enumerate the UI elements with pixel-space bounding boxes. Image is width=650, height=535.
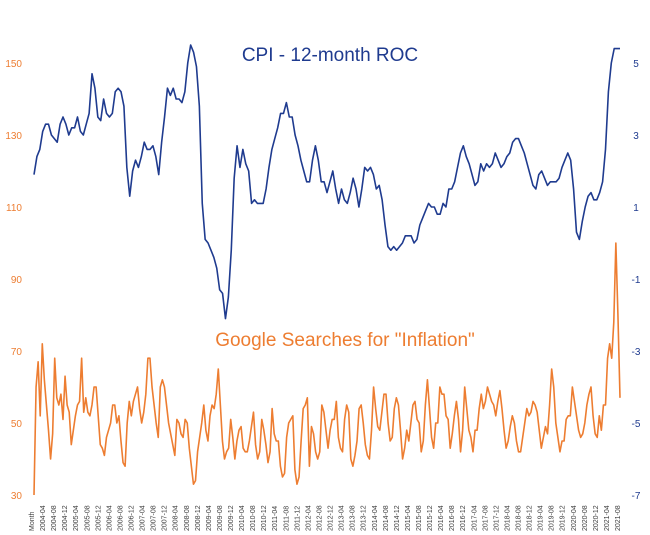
right-axis: 5 3 1 -1 -3 -5 -7 [632,59,641,502]
left-tick-label: 50 [11,419,23,430]
x-tick-label: 2018-08 [515,505,522,531]
x-tick-label: 2006-04 [106,505,113,531]
x-tick-label: 2016-08 [449,505,456,531]
x-tick-label: 2009-12 [228,505,235,531]
x-tick-label: 2012-04 [305,505,312,531]
x-tick-label: 2013-08 [350,505,357,531]
left-tick-label: 70 [11,347,23,358]
x-tick-label: 2005-08 [84,505,91,531]
x-tick-label: 2018-04 [504,505,511,531]
x-tick-label: 2004-12 [62,505,69,531]
x-tick-label: 2014-08 [383,505,390,531]
cpi-annotation: CPI - 12-month ROC [242,45,418,66]
searches-series-line [33,242,621,496]
x-tick-label: 2007-04 [140,505,147,531]
x-tick-label: 2009-08 [217,505,224,531]
x-tick-label: 2014-04 [372,505,379,531]
x-tick-label: 2016-04 [438,505,445,531]
x-tick-label: 2011-08 [283,506,290,531]
left-tick-label: 150 [5,59,22,70]
x-tick-label: 2004-08 [51,505,58,531]
x-axis: Month 2004-04 2004-08 2004-12 2005-04 2005-08… [29,505,622,531]
right-tick-label: -5 [632,419,641,430]
x-tick-label: 2011-12 [294,506,301,531]
searches-annotation: Google Searches for "Inflation" [215,330,475,351]
right-tick-label: -1 [632,275,641,286]
x-tick-label: 2018-12 [527,505,534,531]
right-tick-label: 3 [633,131,639,142]
right-tick-label: 1 [633,203,639,214]
x-tick-label: 2009-04 [206,505,213,531]
x-tick-label: 2015-08 [416,505,423,531]
x-tick-label: 2017-04 [471,505,478,531]
left-axis: 150 130 110 90 70 50 30 [5,59,22,502]
x-tick-label: Month [29,511,36,531]
right-tick-label: -7 [632,491,641,502]
x-tick-label: 2020-08 [582,505,589,531]
left-tick-label: 130 [5,131,22,142]
x-tick-label: 2008-12 [195,505,202,531]
x-tick-label: 2013-12 [361,505,368,531]
x-tick-label: 2015-04 [405,505,412,531]
x-tick-label: 2008-04 [173,505,180,531]
x-tick-label: 2019-12 [560,505,567,531]
x-tick-label: 2007-12 [162,505,169,531]
x-tick-label: 2013-04 [339,505,346,531]
x-tick-label: 2008-08 [184,505,191,531]
cpi-series-line [33,44,620,320]
plot-area [33,44,621,496]
x-tick-label: 2017-08 [482,505,489,531]
x-tick-label: 2020-12 [593,505,600,531]
left-tick-label: 90 [11,275,23,286]
x-tick-label: 2019-08 [549,505,556,531]
x-tick-label: 2005-12 [95,505,102,531]
x-tick-label: 2012-12 [328,505,335,531]
x-tick-label: 2012-08 [316,505,323,531]
x-tick-label: 2011-04 [272,506,279,531]
x-tick-label: 2010-12 [261,505,268,531]
x-tick-label: 2006-12 [129,505,136,531]
x-tick-label: 2021-04 [604,505,611,531]
x-tick-label: 2020-04 [571,505,578,531]
x-tick-label: 2021-08 [615,505,622,531]
left-tick-label: 110 [6,203,22,214]
right-tick-label: 5 [633,59,639,70]
x-tick-label: 2005-04 [73,505,80,531]
x-tick-label: 2019-04 [538,505,545,531]
x-tick-label: 2014-12 [394,505,401,531]
x-tick-label: 2015-12 [427,505,434,531]
x-tick-label: 2016-12 [460,505,467,531]
x-tick-label: 2007-08 [151,505,158,531]
x-tick-label: 2010-04 [239,505,246,531]
right-tick-label: -3 [632,347,641,358]
x-tick-label: 2017-12 [493,505,500,531]
x-tick-label: 2004-04 [40,505,47,531]
left-tick-label: 30 [11,491,23,502]
x-tick-label: 2010-08 [250,505,257,531]
x-tick-label: 2006-08 [117,505,124,531]
